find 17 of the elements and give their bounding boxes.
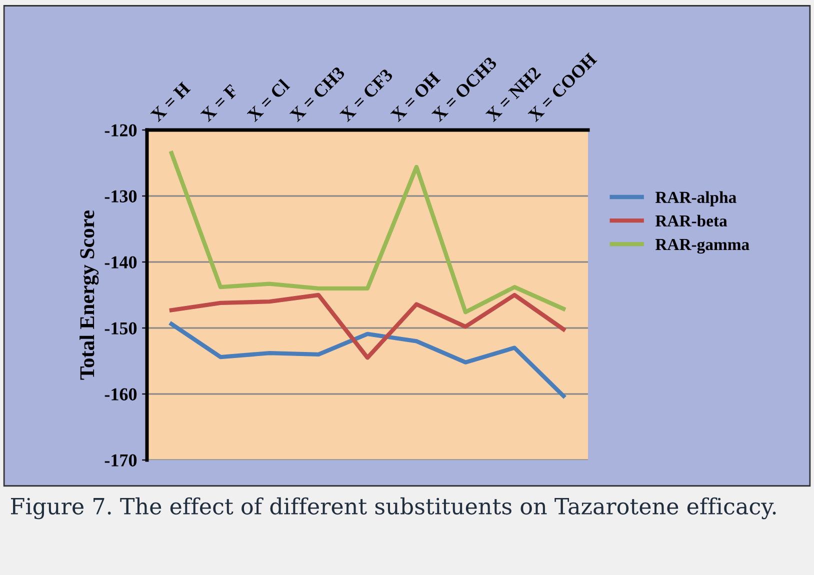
y-tick-label: -150: [104, 322, 137, 334]
x-tick-label: X = Cl: [246, 78, 290, 122]
line-series: [169, 292, 566, 360]
legend-label: RAR-beta: [655, 214, 728, 227]
caption: Figure 7. The effect of different substituents on Tazarotene efficacy.: [10, 497, 776, 520]
y-tick-label: -130: [104, 190, 137, 202]
y-tick-label: -140: [104, 256, 137, 268]
legend-label: RAR-gamma: [655, 238, 750, 254]
y-axis-title: Total Energy Score: [80, 210, 99, 380]
x-tick-label: X = F: [200, 84, 238, 122]
y-tick-label: -160: [104, 388, 137, 400]
y-tick-label: -120: [104, 124, 137, 136]
x-tick-label: X = H: [150, 81, 191, 122]
legend-label: RAR-alpha: [655, 191, 736, 206]
line-series: [169, 151, 566, 314]
y-tick-label: -170: [104, 454, 137, 466]
line-series: [169, 322, 566, 398]
